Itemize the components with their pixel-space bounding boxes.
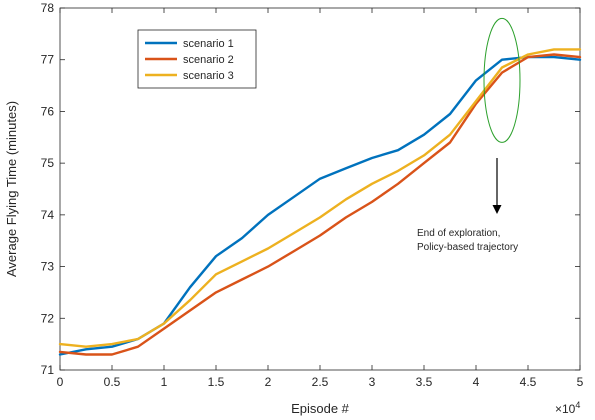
x-tick-label: 2 [265, 375, 272, 389]
series-layer [58, 48, 582, 356]
legend-label-scenario-3: scenario 3 [183, 70, 234, 82]
x-axis-exponent: ×104 [555, 400, 580, 416]
y-tick-label: 78 [41, 1, 55, 15]
legend-label-scenario-2: scenario 2 [183, 54, 234, 66]
x-axis-title: Episode # [291, 401, 350, 416]
x-tick-label: 0 [57, 375, 64, 389]
x-tick-label: 2.5 [312, 375, 329, 389]
y-tick-label: 71 [41, 363, 55, 377]
exploration-end-ellipse [483, 17, 521, 143]
annotation-arrow-head [492, 205, 502, 214]
series-line-scenario-3 [58, 48, 582, 348]
y-axis-title: Average Flying Time (minutes) [4, 101, 19, 277]
x-tick-label: 5 [577, 375, 584, 389]
y-tick-label: 77 [41, 53, 55, 67]
x-tick-label: 1.5 [208, 375, 225, 389]
y-tick-label: 73 [41, 260, 55, 274]
x-tick-label: 3.5 [416, 375, 433, 389]
x-tick-label: 4.5 [520, 375, 537, 389]
x-tick-label: 1 [161, 375, 168, 389]
legend: scenario 1 scenario 2 scenario 3 [137, 29, 257, 89]
y-tick-label: 75 [41, 156, 55, 170]
annotation: End of exploration, Policy-based traject… [417, 17, 521, 253]
y-tick-label: 76 [41, 104, 55, 118]
series-line-scenario-2 [58, 53, 582, 356]
annotation-text-line-2: Policy-based trajectory [417, 242, 518, 253]
y-tick-label: 72 [41, 311, 55, 325]
annotation-text-line-1: End of exploration, [417, 228, 500, 239]
axis-ticks: 0 0.5 1 1.5 2 2.5 3 3.5 4 4.5 5 71 72 73 74 75 76 77 78 [41, 1, 584, 389]
y-tick-label: 74 [41, 208, 55, 222]
x-tick-label: 0.5 [104, 375, 121, 389]
legend-label-scenario-1: scenario 1 [183, 38, 234, 50]
x-tick-label: 3 [369, 375, 376, 389]
x-tick-label: 4 [473, 375, 480, 389]
